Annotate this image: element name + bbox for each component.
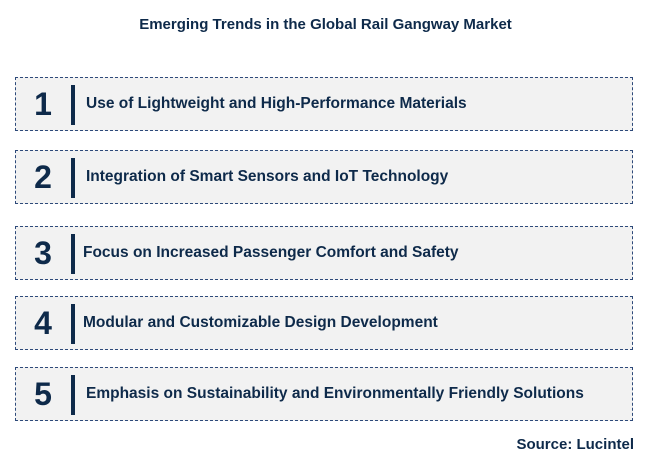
trend-text-1: Use of Lightweight and High-Performance … <box>86 95 467 112</box>
source-credit: Source: Lucintel <box>516 436 634 453</box>
trend-text-3: Focus on Increased Passenger Comfort and… <box>83 244 459 261</box>
trend-item-3: 3 Focus on Increased Passenger Comfort a… <box>15 226 633 280</box>
trend-text-5: Emphasis on Sustainability and Environme… <box>86 385 584 402</box>
trend-number-4: 4 <box>34 305 52 341</box>
trend-number-2: 2 <box>34 159 52 195</box>
diagram-title: Emerging Trends in the Global Rail Gangw… <box>139 16 512 33</box>
trend-item-4: 4 Modular and Customizable Design Develo… <box>15 296 633 350</box>
trend-divider-bar-1 <box>71 85 75 125</box>
trend-divider-bar-4 <box>71 304 75 344</box>
trend-text-2: Integration of Smart Sensors and IoT Tec… <box>86 168 449 185</box>
trend-number-1: 1 <box>34 86 52 122</box>
trend-divider-bar-5 <box>71 375 75 415</box>
trend-item-5: 5 Emphasis on Sustainability and Environ… <box>15 367 633 421</box>
trend-text-4: Modular and Customizable Design Developm… <box>83 314 438 331</box>
trend-divider-bar-2 <box>71 158 75 198</box>
trend-item-1: 1 Use of Lightweight and High-Performanc… <box>15 77 633 131</box>
trend-divider-bar-3 <box>71 234 75 274</box>
trend-number-3: 3 <box>34 235 52 271</box>
trend-item-2: 2 Integration of Smart Sensors and IoT T… <box>15 150 633 204</box>
trend-number-5: 5 <box>34 376 52 412</box>
